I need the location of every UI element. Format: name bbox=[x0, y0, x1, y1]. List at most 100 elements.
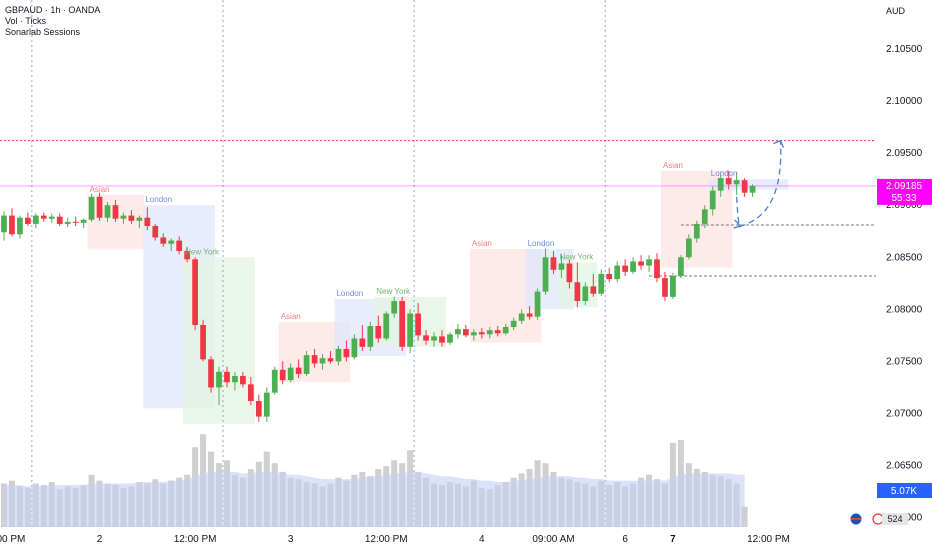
bear-candle bbox=[399, 300, 406, 347]
bull-candle bbox=[335, 348, 342, 362]
bear-candle bbox=[255, 400, 262, 417]
bear-candle bbox=[375, 325, 382, 339]
time-tick-label: 12:00 PM bbox=[0, 534, 25, 545]
bar-count-badge bbox=[882, 513, 908, 525]
indicator-sessions[interactable]: Sonarlab Sessions bbox=[5, 27, 81, 37]
time-tick-label: 3 bbox=[288, 534, 294, 545]
bear-candle bbox=[638, 261, 644, 266]
bear-candle bbox=[622, 265, 629, 272]
bull-candle bbox=[232, 375, 238, 383]
bear-candle bbox=[725, 178, 732, 185]
bull-candle bbox=[486, 330, 493, 335]
bull-candle bbox=[709, 190, 716, 210]
bull-candle bbox=[646, 259, 652, 266]
bear-candle bbox=[662, 278, 668, 297]
volume-value-tag bbox=[877, 483, 932, 498]
bull-candle bbox=[582, 286, 589, 301]
price-tick-label: 2.08000 bbox=[886, 304, 923, 315]
bear-candle bbox=[478, 332, 485, 335]
bear-candle bbox=[192, 259, 198, 325]
time-tick-label: 2 bbox=[97, 534, 103, 545]
asian-session-label: Asian bbox=[472, 239, 492, 248]
indicator-volume[interactable]: Vol · Ticks bbox=[5, 16, 47, 26]
bull-candle bbox=[630, 261, 636, 272]
bull-candle bbox=[447, 334, 453, 343]
newyork-session-label: New York bbox=[185, 247, 220, 256]
bull-candle bbox=[717, 178, 724, 191]
bear-candle bbox=[311, 355, 318, 364]
volume-ma bbox=[3, 471, 745, 527]
bull-candle bbox=[120, 215, 127, 219]
bear-candle bbox=[40, 215, 47, 219]
bull-candle bbox=[367, 325, 374, 347]
projection-path bbox=[735, 140, 782, 228]
price-tick-label: 2.07500 bbox=[886, 356, 923, 367]
bear-candle bbox=[439, 336, 445, 343]
bear-candle bbox=[654, 259, 660, 279]
price-tick-label: 2.09500 bbox=[886, 148, 923, 159]
bear-candle bbox=[343, 348, 350, 358]
volume-bar bbox=[0, 483, 8, 527]
bull-candle bbox=[383, 313, 390, 339]
bull-candle bbox=[1, 215, 7, 233]
bear-candle bbox=[144, 217, 151, 227]
london-session-label: London bbox=[711, 169, 738, 178]
time-tick-label: 7 bbox=[670, 534, 676, 545]
price-tick-label: 2.10000 bbox=[886, 96, 923, 107]
bear-candle bbox=[200, 324, 206, 360]
bull-candle bbox=[407, 313, 413, 347]
volume-value: 5.07K bbox=[891, 486, 917, 497]
broker: OANDA bbox=[68, 5, 101, 15]
price-tick-label: 2.06500 bbox=[886, 461, 923, 472]
asian-session-label: Asian bbox=[281, 312, 301, 321]
time-tick-label: 4 bbox=[479, 534, 485, 545]
separator: · bbox=[62, 5, 66, 15]
price-tick-label: 2.09000 bbox=[886, 200, 923, 211]
price-tick-label: 2.10500 bbox=[886, 44, 923, 55]
newyork-session-label: New York bbox=[376, 287, 411, 296]
bull-candle bbox=[685, 238, 692, 258]
current-price-value: 2.09185 bbox=[886, 181, 923, 192]
bear-candle bbox=[590, 286, 597, 294]
bear-candle bbox=[463, 329, 469, 336]
separator: · bbox=[44, 5, 48, 15]
bear-candle bbox=[176, 240, 183, 252]
bull-candle bbox=[470, 332, 477, 336]
bear-candle bbox=[550, 257, 557, 270]
bar-countdown: 55:33 bbox=[891, 193, 916, 204]
current-price-tag bbox=[877, 178, 932, 205]
bear-candle bbox=[128, 215, 135, 221]
bull-candle bbox=[80, 219, 87, 223]
bear-candle bbox=[112, 205, 119, 219]
bear-candle bbox=[494, 330, 501, 334]
bear-candle bbox=[606, 273, 613, 280]
bull-candle bbox=[670, 275, 676, 297]
bull-candle bbox=[534, 291, 541, 317]
bull-candle bbox=[303, 355, 310, 374]
symbol-line[interactable]: GBPAUD · 1h · OANDA bbox=[5, 5, 100, 16]
time-tick-label: 12:00 PM bbox=[174, 534, 217, 545]
price-axis[interactable]: AUD 2.10500 2.10000 2.09500 2.09000 2.08500 2.… bbox=[876, 0, 932, 550]
symbol-name: GBPAUD bbox=[5, 5, 43, 15]
bear-candle bbox=[184, 251, 191, 260]
time-tick-label: 09:00 AM bbox=[532, 534, 574, 545]
bear-candle bbox=[359, 338, 366, 347]
volume-ma-area bbox=[3, 471, 745, 527]
bear-candle bbox=[56, 216, 63, 224]
bull-candle bbox=[431, 336, 437, 341]
chart-legend: GBPAUD · 1h · OANDA Vol · Ticks Sonarlab… bbox=[5, 5, 100, 38]
time-tick-label: 6 bbox=[622, 534, 628, 545]
projection-arrow bbox=[733, 139, 785, 229]
time-axis[interactable]: 12:00 PM 2 12:00 PM 3 12:00 PM 4 09:00 AM 6 7 12:… bbox=[0, 527, 932, 550]
projection-arrowhead-low bbox=[733, 219, 742, 229]
bear-candle bbox=[72, 221, 79, 223]
bull-candle bbox=[678, 257, 684, 276]
time-tick-label: 12:00 PM bbox=[747, 534, 790, 545]
bull-candle bbox=[391, 300, 398, 314]
bull-candle bbox=[263, 392, 270, 417]
bull-candle bbox=[351, 338, 358, 358]
bull-candle bbox=[510, 320, 517, 328]
